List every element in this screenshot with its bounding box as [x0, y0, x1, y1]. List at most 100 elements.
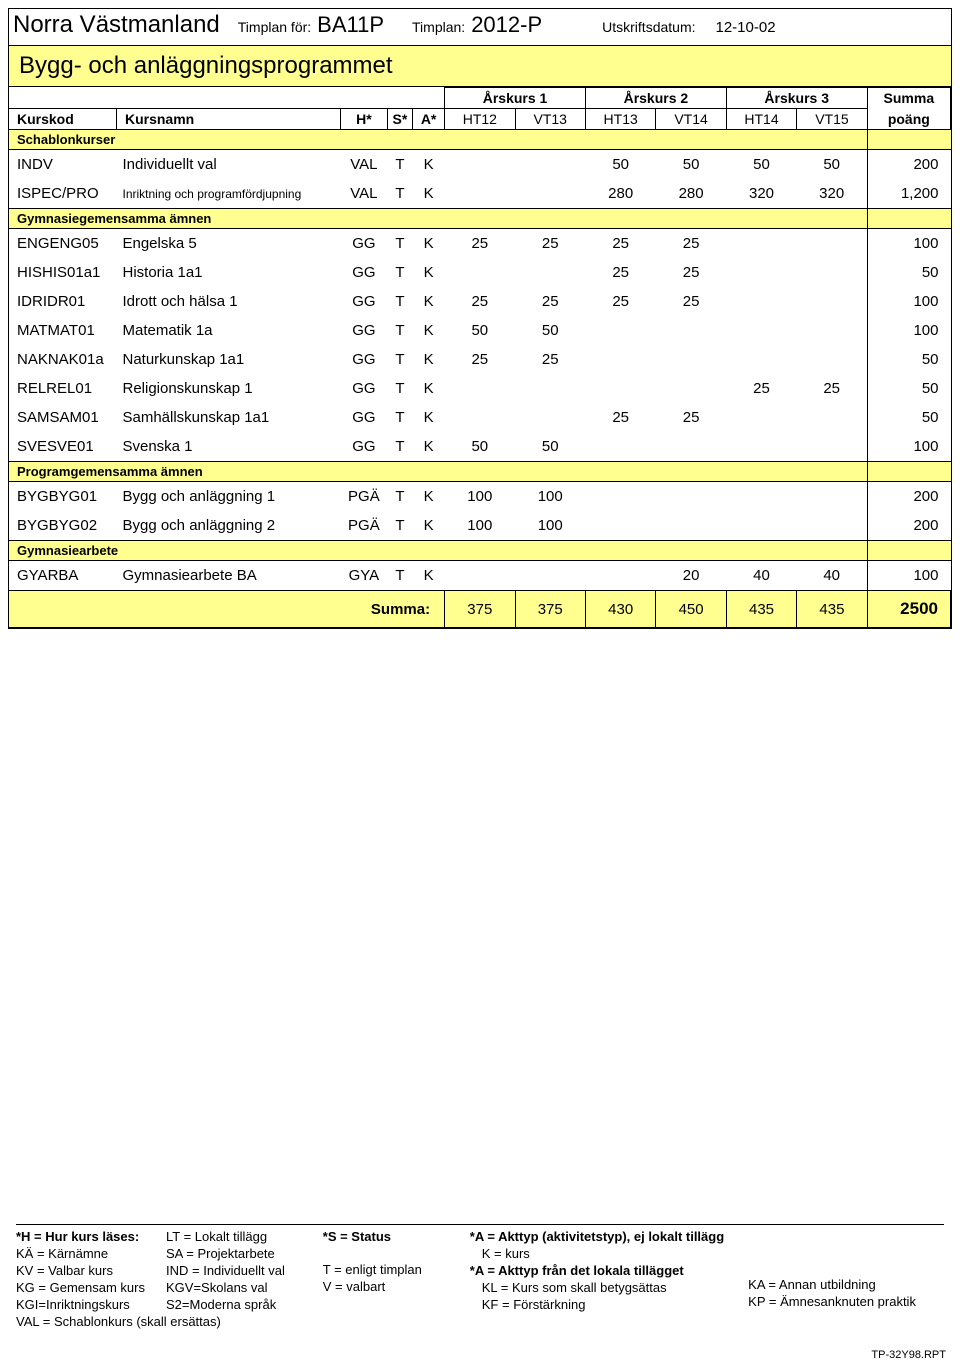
- course-sum: 100: [867, 316, 950, 345]
- course-name: Engelska 5: [116, 229, 340, 259]
- term-value: [656, 482, 726, 512]
- course-name: Svenska 1: [116, 432, 340, 462]
- course-sum: 100: [867, 432, 950, 462]
- school-name: Norra Västmanland: [13, 11, 220, 39]
- term-value: [726, 345, 796, 374]
- term-value: [656, 432, 726, 462]
- totals-term: 375: [445, 591, 515, 628]
- term-value: [797, 432, 867, 462]
- legend-item: KP = Ämnesanknuten praktik: [748, 1294, 920, 1309]
- course-s: T: [387, 229, 412, 259]
- legend-col-s: *S = Status T = enligt timplan V = valba…: [323, 1229, 470, 1331]
- term-value: [797, 511, 867, 541]
- legend-item: LT = Lokalt tillägg: [166, 1229, 299, 1244]
- term-value: [656, 374, 726, 403]
- term-value: [726, 432, 796, 462]
- term-value: 100: [515, 482, 585, 512]
- course-h: GG: [341, 345, 388, 374]
- course-code: ISPEC/PRO: [9, 179, 116, 209]
- term-value: 25: [585, 287, 655, 316]
- term-value: [585, 432, 655, 462]
- col-summa: Summa: [867, 88, 950, 109]
- course-name: Individuellt val: [116, 150, 340, 180]
- term-value: [585, 511, 655, 541]
- totals-term: 450: [656, 591, 726, 628]
- term-value: [797, 403, 867, 432]
- term-value: 50: [656, 150, 726, 180]
- term-value: 100: [445, 511, 515, 541]
- term-value: 50: [445, 432, 515, 462]
- term-value: [726, 316, 796, 345]
- term-value: [726, 511, 796, 541]
- course-code: ENGENG05: [9, 229, 116, 259]
- term-value: 25: [726, 374, 796, 403]
- legend-item: IND = Individuellt val: [166, 1263, 299, 1278]
- term-value: [515, 150, 585, 180]
- term-value: 40: [797, 561, 867, 591]
- term-value: [445, 258, 515, 287]
- course-h: PGÄ: [341, 482, 388, 512]
- course-code: INDV: [9, 150, 116, 180]
- course-s: T: [387, 374, 412, 403]
- term-value: [797, 482, 867, 512]
- course-a: K: [413, 229, 445, 259]
- course-name: Naturkunskap 1a1: [116, 345, 340, 374]
- course-sum: 100: [867, 561, 950, 591]
- course-sum: 200: [867, 482, 950, 512]
- col-s: S*: [387, 109, 412, 130]
- course-code: BYGBYG01: [9, 482, 116, 512]
- term-value: 25: [656, 229, 726, 259]
- totals-label: Summa:: [9, 591, 445, 628]
- col-vt15: VT15: [797, 109, 867, 130]
- col-year3: Årskurs 3: [726, 88, 867, 109]
- course-a: K: [413, 403, 445, 432]
- col-vt14: VT14: [656, 109, 726, 130]
- timplan-for-label: Timplan för:: [238, 19, 311, 35]
- col-ht12: HT12: [445, 109, 515, 130]
- term-value: 25: [515, 345, 585, 374]
- term-value: [656, 345, 726, 374]
- course-h: GG: [341, 374, 388, 403]
- term-value: 20: [656, 561, 726, 591]
- term-value: 25: [445, 345, 515, 374]
- col-ht14: HT14: [726, 109, 796, 130]
- course-s: T: [387, 403, 412, 432]
- course-name: Bygg och anläggning 2: [116, 511, 340, 541]
- course-h: PGÄ: [341, 511, 388, 541]
- term-value: 25: [656, 287, 726, 316]
- course-s: T: [387, 258, 412, 287]
- course-code: SVESVE01: [9, 432, 116, 462]
- term-value: [445, 179, 515, 209]
- term-value: [797, 258, 867, 287]
- legend-item: V = valbart: [323, 1279, 446, 1294]
- course-sum: 50: [867, 258, 950, 287]
- course-a: K: [413, 482, 445, 512]
- term-value: 50: [585, 150, 655, 180]
- course-a: K: [413, 511, 445, 541]
- course-h: GG: [341, 432, 388, 462]
- report-id: TP-32Y98.RPT: [871, 1349, 946, 1361]
- totals-term: 435: [726, 591, 796, 628]
- legend-col-a2: KA = Annan utbildning KP = Ämnesanknuten…: [748, 1229, 944, 1331]
- legend-col-a: *A = Akttyp (aktivitetstyp), ej lokalt t…: [470, 1229, 748, 1331]
- legend-item: KGV=Skolans val: [166, 1280, 299, 1295]
- term-value: [797, 229, 867, 259]
- legend-item: KA = Annan utbildning: [748, 1277, 920, 1292]
- term-value: 320: [797, 179, 867, 209]
- term-value: 25: [445, 287, 515, 316]
- legend-col-h2: LT = Lokalt tillägg SA = Projektarbete I…: [166, 1229, 323, 1331]
- legend-footer: *H = Hur kurs läses: KÄ = Kärnämne KV = …: [16, 1224, 944, 1331]
- term-value: [515, 403, 585, 432]
- course-a: K: [413, 258, 445, 287]
- term-value: 25: [515, 229, 585, 259]
- totals-sum: 2500: [867, 591, 950, 628]
- term-value: [726, 403, 796, 432]
- course-code: IDRIDR01: [9, 287, 116, 316]
- course-code: HISHIS01a1: [9, 258, 116, 287]
- print-date-label: Utskriftsdatum:: [602, 19, 695, 35]
- course-s: T: [387, 561, 412, 591]
- term-value: 25: [585, 258, 655, 287]
- totals-term: 375: [515, 591, 585, 628]
- term-value: [726, 482, 796, 512]
- course-code: BA11P: [317, 12, 384, 38]
